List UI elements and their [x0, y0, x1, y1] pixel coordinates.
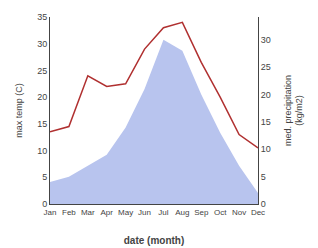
svg-text:0: 0 [42, 199, 47, 209]
svg-text:10: 10 [37, 146, 47, 156]
svg-text:med. precipitation(kg/m2): med. precipitation(kg/m2) [283, 75, 305, 146]
svg-text:Dec: Dec [251, 208, 265, 217]
svg-text:25: 25 [261, 62, 271, 72]
svg-text:15: 15 [37, 119, 47, 129]
svg-text:Jul: Jul [158, 208, 168, 217]
svg-text:35: 35 [37, 12, 47, 22]
svg-text:max temp (C): max temp (C) [14, 83, 24, 138]
svg-text:Oct: Oct [214, 208, 227, 217]
svg-text:0: 0 [261, 199, 266, 209]
svg-text:Jun: Jun [138, 208, 151, 217]
svg-text:May: May [118, 208, 133, 217]
svg-text:15: 15 [261, 117, 271, 127]
svg-text:20: 20 [37, 92, 47, 102]
svg-text:20: 20 [261, 90, 271, 100]
svg-text:date (month): date (month) [124, 235, 185, 246]
svg-text:10: 10 [261, 144, 271, 154]
svg-text:5: 5 [42, 172, 47, 182]
svg-text:Apr: Apr [101, 208, 114, 217]
svg-text:Feb: Feb [62, 208, 76, 217]
svg-text:Mar: Mar [81, 208, 95, 217]
svg-text:Sep: Sep [194, 208, 209, 217]
svg-text:25: 25 [37, 66, 47, 76]
svg-text:30: 30 [261, 35, 271, 45]
svg-text:Nov: Nov [232, 208, 246, 217]
svg-text:Jan: Jan [44, 208, 57, 217]
svg-text:Aug: Aug [175, 208, 189, 217]
svg-text:5: 5 [261, 172, 266, 182]
svg-text:30: 30 [37, 39, 47, 49]
